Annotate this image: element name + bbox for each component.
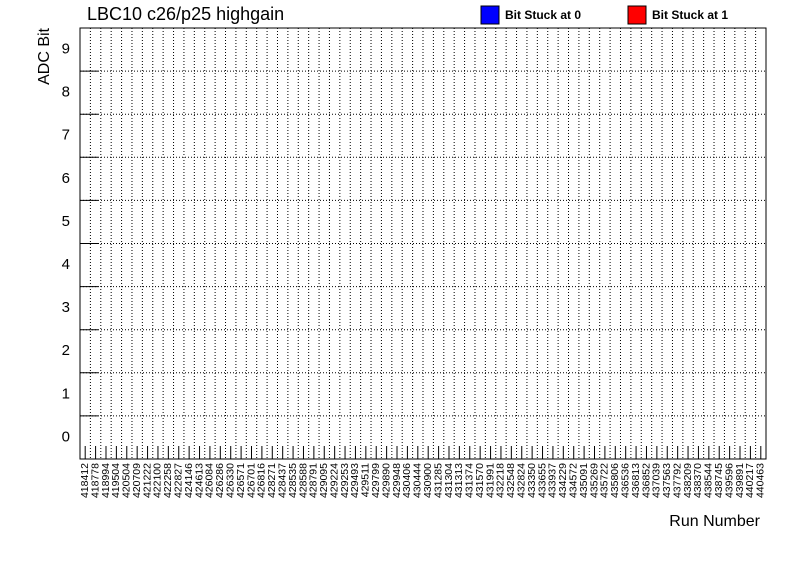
x-tick-label: 439596 (723, 463, 735, 498)
x-tick-label: 418412 (79, 463, 91, 498)
x-tick-label: 428535 (287, 463, 299, 498)
x-tick-label: 426816 (256, 463, 268, 498)
x-tick-label: 426084 (204, 463, 216, 498)
x-tick-label: 433937 (547, 463, 559, 498)
x-tick-label: 436536 (619, 463, 631, 498)
x-tick-label: 438544 (703, 463, 715, 498)
y-tick-label: 6 (62, 170, 70, 187)
x-tick-label: 431304 (443, 463, 455, 498)
x-tick-label: 440463 (755, 463, 767, 498)
x-tick-label: 437563 (661, 463, 673, 498)
y-tick-label: 3 (62, 299, 70, 316)
x-tick-label: 424146 (183, 463, 195, 498)
x-tick-label: 435806 (609, 463, 621, 498)
x-tick-label: 430406 (401, 463, 413, 498)
x-tick-label: 422258 (162, 463, 174, 498)
x-tick-label: 428791 (308, 463, 320, 498)
x-tick-label: 418994 (100, 463, 112, 498)
x-tick-label: 431285 (432, 463, 444, 498)
x-tick-label: 428437 (276, 463, 288, 498)
x-tick-label: 419504 (110, 463, 122, 498)
x-tick-label: 437039 (651, 463, 663, 498)
x-tick-label: 431374 (464, 463, 476, 498)
legend-label: Bit Stuck at 1 (652, 8, 728, 22)
y-tick-label: 5 (62, 213, 70, 230)
y-tick-label: 7 (62, 127, 70, 144)
x-tick-label: 422100 (152, 463, 164, 498)
x-tick-label: 420504 (121, 463, 133, 498)
x-tick-label: 431570 (474, 463, 486, 498)
x-tick-label: 436852 (640, 463, 652, 498)
x-tick-label: 433350 (526, 463, 538, 498)
x-tick-label: 434229 (557, 463, 569, 498)
x-tick-label: 435269 (588, 463, 600, 498)
x-tick-label: 429511 (360, 463, 372, 497)
x-tick-label: 429253 (339, 463, 351, 498)
x-tick-label: 426701 (245, 463, 257, 498)
x-tick-label: 438745 (713, 463, 725, 498)
x-axis-title: Run Number (669, 513, 760, 530)
x-tick-label: 436813 (630, 463, 642, 498)
x-tick-label: 437792 (671, 463, 683, 498)
y-tick-label: 8 (62, 84, 70, 101)
x-tick-label: 428271 (266, 463, 278, 498)
plot-frame (79, 27, 767, 460)
x-tick-label: 421222 (141, 463, 153, 498)
x-tick-label: 435091 (578, 463, 590, 498)
x-tick-label: 434572 (567, 463, 579, 498)
x-tick-label: 433655 (536, 463, 548, 498)
x-tick-label: 424613 (193, 463, 205, 498)
legend-swatch (480, 5, 500, 25)
x-tick-label: 438370 (692, 463, 704, 498)
x-tick-label: 440217 (744, 463, 756, 498)
y-tick-label: 1 (62, 385, 70, 402)
x-tick-label: 426286 (214, 463, 226, 498)
x-tick-label: 429890 (380, 463, 392, 498)
x-tick-label: 435722 (599, 463, 611, 498)
x-tick-label: 429799 (370, 463, 382, 498)
legend-swatch (627, 5, 647, 25)
y-tick-label: 4 (62, 256, 70, 273)
x-tick-label: 426330 (224, 463, 236, 498)
x-tick-label: 432548 (505, 463, 517, 498)
x-tick-label: 429224 (328, 463, 340, 498)
y-tick-label: 9 (62, 41, 70, 58)
x-tick-label: 432218 (495, 463, 507, 498)
y-axis-title: ADC Bit (36, 27, 53, 84)
x-tick-label: 418778 (89, 463, 101, 498)
x-tick-label: 430900 (422, 463, 434, 498)
x-tick-label: 429948 (391, 463, 403, 498)
chart-title: LBC10 c26/p25 highgain (87, 4, 284, 24)
x-tick-label: 429095 (318, 463, 330, 498)
x-tick-label: 422827 (173, 463, 185, 498)
y-tick-label: 0 (62, 428, 70, 445)
y-tick-label: 2 (62, 342, 70, 359)
legend-label: Bit Stuck at 0 (505, 8, 581, 22)
x-tick-label: 429493 (349, 463, 361, 498)
x-tick-label: 426571 (235, 463, 247, 498)
x-tick-label: 432824 (516, 463, 528, 498)
x-tick-label: 430444 (412, 463, 424, 498)
x-tick-label: 420709 (131, 463, 143, 498)
x-tick-label: 428588 (297, 463, 309, 498)
x-tick-label: 431991 (484, 463, 496, 498)
x-tick-label: 438209 (682, 463, 694, 498)
x-tick-label: 431313 (453, 463, 465, 498)
x-tick-label: 439891 (734, 463, 746, 498)
